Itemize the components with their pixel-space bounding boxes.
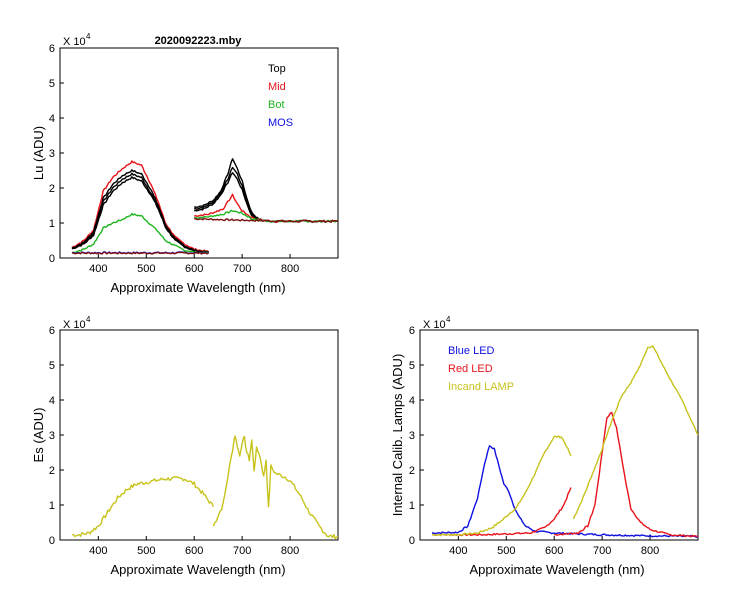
lamps-y-tick-label: 6 xyxy=(409,325,415,337)
lu-multiplier: X 10 4 xyxy=(63,32,91,48)
es-y-tick-label: 4 xyxy=(49,395,55,407)
lamps-y-axis-title: Internal Calib. Lamps (ADU) xyxy=(390,354,405,517)
lamps-y-tick-label: 1 xyxy=(409,500,415,512)
es-y-tick-label: 0 xyxy=(49,535,55,547)
es-y-tick-label: 6 xyxy=(49,325,55,337)
lu-x-tick-label: 500 xyxy=(137,263,155,275)
es-x-tick-label: 400 xyxy=(89,545,107,557)
lamps-legend-entry: Red LED xyxy=(448,363,493,375)
es-plot-area: 0 1 2 3 4 5 6 400 500 600 700 800 xyxy=(49,325,339,557)
es-chart: X 10 4 0 1 2 3 4 5 6 400 500 600 700 800 Approximat… xyxy=(31,315,339,577)
lu-plot-frame xyxy=(59,47,339,259)
lu-series-line xyxy=(71,212,209,255)
es-y-tick-label: 2 xyxy=(49,465,55,477)
lu-series-line xyxy=(71,160,209,253)
es-plot-frame xyxy=(59,329,339,541)
lu-x-tick-label: 400 xyxy=(89,263,107,275)
lu-y-tick-label: 2 xyxy=(49,183,55,195)
es-y-tick-label: 1 xyxy=(49,500,55,512)
es-y-axis-title: Es (ADU) xyxy=(31,408,46,463)
lamps-multiplier: X 10 4 xyxy=(423,315,451,331)
lu-chart: 2020092223.mby X 10 4 0 1 2 3 4 5 6 400 500 600 70… xyxy=(31,32,339,295)
es-y-tick-label: 3 xyxy=(49,430,55,442)
lu-series-line xyxy=(71,251,209,255)
lu-x-axis-title: Approximate Wavelength (nm) xyxy=(110,280,285,295)
lu-y-tick-label: 5 xyxy=(49,78,55,90)
lamps-x-tick-label: 500 xyxy=(497,545,515,557)
es-x-axis-title: Approximate Wavelength (nm) xyxy=(110,562,285,577)
lamps-multiplier-exponent: 4 xyxy=(446,315,451,324)
es-multiplier: X 10 4 xyxy=(63,315,91,331)
lu-series-line xyxy=(71,172,209,254)
lu-legend-entry: Top xyxy=(268,63,286,75)
lamps-series-line xyxy=(431,487,572,537)
lu-legend-entry: Bot xyxy=(268,99,285,111)
lamps-x-tick-label: 800 xyxy=(641,545,659,557)
lamps-y-tick-label: 2 xyxy=(409,465,415,477)
es-series-line xyxy=(212,435,338,540)
lamps-series-line xyxy=(431,445,698,538)
lamps-legend-entry: Blue LED xyxy=(448,345,495,357)
lu-y-tick-label: 0 xyxy=(49,253,55,265)
lamps-plot-area: 0 1 2 3 4 5 6 400 500 600 700 800 Blue LED Red LED Inc… xyxy=(409,325,699,557)
lu-x-tick-label: 800 xyxy=(281,263,299,275)
es-x-tick-label: 500 xyxy=(137,545,155,557)
lu-legend-entry: Mid xyxy=(268,81,286,93)
es-y-tick-label: 5 xyxy=(49,360,55,372)
lamps-series-line xyxy=(554,411,698,538)
lu-series-line xyxy=(71,169,209,254)
lu-y-tick-label: 3 xyxy=(49,148,55,160)
es-series-line xyxy=(71,476,215,538)
lu-series-line xyxy=(71,176,209,254)
es-multiplier-exponent: 4 xyxy=(86,315,91,324)
lamps-x-axis-title: Approximate Wavelength (nm) xyxy=(469,562,644,577)
es-multiplier-text: X 10 xyxy=(63,319,86,331)
lamps-x-tick-label: 400 xyxy=(449,545,467,557)
lu-multiplier-exponent: 4 xyxy=(86,32,91,41)
lu-chart-title: 2020092223.mby xyxy=(155,35,243,47)
lamps-series-line xyxy=(572,345,698,520)
lu-y-tick-label: 6 xyxy=(49,43,55,55)
lu-series-line xyxy=(194,217,338,223)
lu-x-tick-label: 600 xyxy=(185,263,203,275)
lamps-y-tick-label: 5 xyxy=(409,360,415,372)
es-x-tick-label: 700 xyxy=(233,545,251,557)
lamps-x-tick-label: 600 xyxy=(545,545,563,557)
lamps-y-tick-label: 3 xyxy=(409,430,415,442)
lu-y-axis-title: Lu (ADU) xyxy=(31,126,46,180)
lu-y-tick-label: 4 xyxy=(49,113,55,125)
lamps-plot-frame xyxy=(419,329,699,541)
lu-plot-area: 0 1 2 3 4 5 6 400 500 600 700 800 Top Mid Bot MOS xyxy=(49,43,339,275)
es-x-tick-label: 600 xyxy=(185,545,203,557)
lamps-y-tick-label: 0 xyxy=(409,535,415,547)
lamps-chart: X 10 4 0 1 2 3 4 5 6 400 500 600 700 800 Blue LED Red… xyxy=(390,315,699,577)
lu-multiplier-text: X 10 xyxy=(63,36,86,48)
lu-legend-entry: MOS xyxy=(268,117,293,129)
es-x-tick-label: 800 xyxy=(281,545,299,557)
lamps-series-line xyxy=(431,435,572,537)
lamps-y-tick-label: 4 xyxy=(409,395,415,407)
lu-y-tick-label: 1 xyxy=(49,218,55,230)
lu-x-tick-label: 700 xyxy=(233,263,251,275)
lamps-multiplier-text: X 10 xyxy=(423,319,446,331)
lamps-x-tick-label: 700 xyxy=(593,545,611,557)
lamps-legend-entry: Incand LAMP xyxy=(448,381,514,393)
lu-series-line xyxy=(194,166,338,223)
